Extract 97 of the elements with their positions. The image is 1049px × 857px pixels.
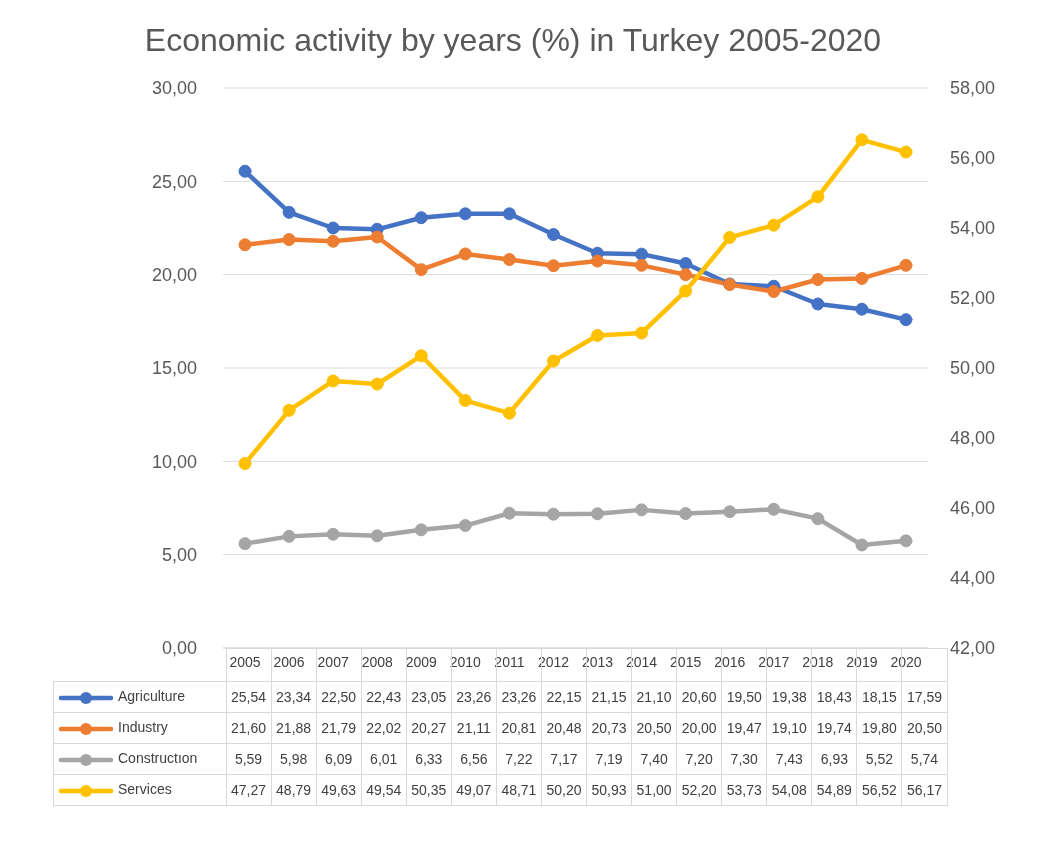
data-label: 7,17 — [541, 743, 587, 774]
data-label: 23,26 — [496, 681, 542, 712]
data-label: 7,19 — [586, 743, 632, 774]
data-label: 20,73 — [586, 712, 632, 743]
data-label: 19,80 — [856, 712, 902, 743]
data-label: 21,79 — [316, 712, 362, 743]
data-label: 20,60 — [676, 681, 722, 712]
data-label: 20,27 — [406, 712, 452, 743]
data-label: 18,43 — [811, 681, 857, 712]
y2-tick-label: 42,00 — [950, 638, 996, 659]
data-label: 22,02 — [361, 712, 407, 743]
data-label: 22,43 — [361, 681, 407, 712]
data-label: 47,27 — [226, 774, 272, 805]
data-label: 5,74 — [901, 743, 947, 774]
legend-label: Constructıon — [118, 750, 198, 767]
data-label: 18,15 — [856, 681, 902, 712]
data-label: 53,73 — [721, 774, 767, 805]
data-label: 22,50 — [316, 681, 362, 712]
y-tick-label: 25,00 — [151, 171, 197, 192]
y-tick-label: 0,00 — [161, 638, 197, 659]
data-label: 7,22 — [496, 743, 542, 774]
data-label: 54,89 — [811, 774, 857, 805]
data-label: 6,56 — [451, 743, 497, 774]
data-label: 5,59 — [226, 743, 272, 774]
data-label: 21,60 — [226, 712, 272, 743]
data-label: 5,98 — [271, 743, 317, 774]
data-label: 50,20 — [541, 774, 587, 805]
data-label: 48,71 — [496, 774, 542, 805]
data-label: 49,63 — [316, 774, 362, 805]
data-label: 6,33 — [406, 743, 452, 774]
data-label: 54,08 — [766, 774, 812, 805]
data-label: 6,09 — [316, 743, 362, 774]
data-label: 19,50 — [721, 681, 767, 712]
data-label: 20,81 — [496, 712, 542, 743]
data-label: 20,48 — [541, 712, 587, 743]
y2-tick-label: 48,00 — [950, 428, 996, 449]
data-label: 7,20 — [676, 743, 722, 774]
y2-tick-label: 50,00 — [950, 358, 996, 379]
x-tick-label: 2015 — [670, 653, 702, 670]
data-label: 19,74 — [811, 712, 857, 743]
data-label: 49,54 — [361, 774, 407, 805]
x-tick-label: 2008 — [361, 653, 393, 670]
data-label: 19,10 — [766, 712, 812, 743]
data-label: 19,47 — [721, 712, 767, 743]
x-tick-label: 2006 — [273, 653, 305, 670]
x-tick-label: 2009 — [405, 653, 438, 670]
data-label: 22,15 — [541, 681, 587, 712]
data-label: 21,88 — [271, 712, 317, 743]
y2-tick-label: 58,00 — [950, 78, 996, 99]
chart-title: Economic activity by years (%) in Turkey 2005-2020 — [143, 22, 883, 59]
legend-label: Services — [118, 781, 172, 798]
y-tick-label: 20,00 — [151, 265, 197, 286]
data-label: 7,30 — [721, 743, 767, 774]
data-label: 56,52 — [856, 774, 902, 805]
data-label: 6,01 — [361, 743, 407, 774]
y2-tick-label: 46,00 — [950, 498, 996, 519]
x-tick-label: 2016 — [714, 653, 746, 670]
x-tick-label: 2019 — [846, 653, 878, 670]
data-label: 7,43 — [766, 743, 812, 774]
x-tick-label: 2007 — [317, 653, 349, 670]
data-label: 19,38 — [766, 681, 812, 712]
data-label: 51,00 — [631, 774, 677, 805]
x-tick-label: 2013 — [581, 653, 614, 670]
data-label: 5,52 — [856, 743, 902, 774]
x-tick-label: 2020 — [890, 653, 922, 670]
data-label: 23,34 — [271, 681, 317, 712]
data-label: 50,93 — [586, 774, 632, 805]
data-label: 20,50 — [901, 712, 947, 743]
data-label: 50,35 — [406, 774, 452, 805]
data-label: 20,00 — [676, 712, 722, 743]
y2-tick-label: 56,00 — [950, 148, 996, 169]
data-label: 21,11 — [451, 712, 497, 743]
data-label: 23,05 — [406, 681, 452, 712]
data-label: 6,93 — [811, 743, 857, 774]
x-tick-label: 2012 — [537, 653, 570, 670]
data-label: 56,17 — [901, 774, 947, 805]
y-tick-label: 5,00 — [161, 545, 197, 566]
data-label: 21,10 — [631, 681, 677, 712]
data-label: 17,59 — [901, 681, 947, 712]
y-tick-label: 15,00 — [151, 358, 197, 379]
y2-tick-label: 52,00 — [950, 288, 996, 309]
data-label: 21,15 — [586, 681, 632, 712]
x-tick-label: 2017 — [758, 653, 790, 670]
data-label: 7,40 — [631, 743, 677, 774]
data-label: 52,20 — [676, 774, 722, 805]
data-label: 20,50 — [631, 712, 677, 743]
data-label: 49,07 — [451, 774, 497, 805]
data-label: 25,54 — [226, 681, 272, 712]
y-tick-label: 10,00 — [151, 451, 197, 472]
data-label: 23,26 — [451, 681, 497, 712]
x-tick-label: 2005 — [229, 653, 261, 670]
y2-tick-label: 44,00 — [950, 568, 996, 589]
legend-label: Agriculture — [118, 688, 185, 705]
y2-tick-label: 54,00 — [950, 218, 996, 239]
data-label: 48,79 — [271, 774, 317, 805]
y-tick-label: 30,00 — [151, 78, 197, 99]
legend-label: Industry — [118, 719, 168, 736]
